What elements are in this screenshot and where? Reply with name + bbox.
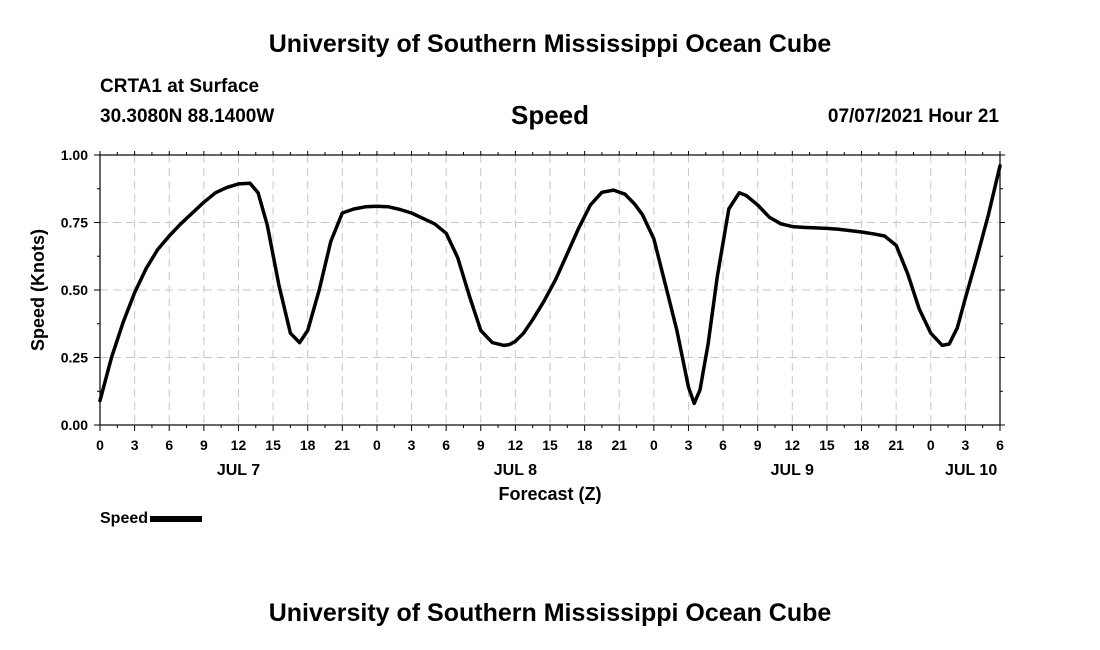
- x-tick-label: 21: [888, 437, 904, 453]
- date-label: JUL 8: [494, 462, 537, 479]
- footer-title: University of Southern Mississippi Ocean…: [268, 599, 832, 627]
- x-axis-title: Forecast (Z): [498, 484, 601, 504]
- issue-time: 07/07/2021 Hour 21: [827, 106, 999, 127]
- x-tick-label: 15: [542, 437, 558, 453]
- x-tick-label: 0: [96, 437, 104, 453]
- date-label: JUL 9: [771, 462, 814, 479]
- parameter-title: Speed: [510, 100, 590, 130]
- y-tick-label: 0.25: [61, 350, 88, 366]
- grid: [100, 155, 1000, 425]
- x-tick-label: 21: [335, 437, 351, 453]
- y-tick-label: 0.50: [61, 282, 88, 298]
- y-tick-label: 0.75: [61, 215, 88, 231]
- station-coordinates: 30.3080N 88.1400W: [100, 106, 275, 127]
- x-tick-label: 6: [719, 437, 727, 453]
- chart-title: University of Southern Mississippi Ocean…: [268, 30, 832, 58]
- x-tick-label: 6: [165, 437, 173, 453]
- date-label: JUL 10: [945, 462, 997, 479]
- x-tick-label: 21: [611, 437, 627, 453]
- x-tick-label: 9: [477, 437, 485, 453]
- tick-labels: 0 3 6 9 12 15 18 21 0 3 6 9 12 15 18 21 0 3 6 9 12 15 18 21 0 3 6 0…: [61, 147, 1004, 479]
- date-label: JUL 7: [217, 462, 260, 479]
- x-tick-label: 9: [200, 437, 208, 453]
- x-tick-label: 3: [131, 437, 139, 453]
- y-tick-label: 1.00: [61, 147, 88, 163]
- legend-label: Speed: [100, 510, 149, 527]
- x-tick-label: 3: [408, 437, 416, 453]
- plot-frame: [99, 154, 1001, 426]
- y-tick-label: 0.00: [61, 417, 88, 433]
- x-tick-label: 12: [785, 437, 801, 453]
- x-tick-label: 12: [508, 437, 524, 453]
- axes: [94, 151, 1005, 431]
- x-tick-label: 15: [265, 437, 281, 453]
- x-tick-label: 0: [927, 437, 935, 453]
- x-tick-label: 18: [854, 437, 870, 453]
- x-tick-label: 18: [300, 437, 316, 453]
- series-layer: [98, 164, 1002, 406]
- legend-line-swatch: [150, 515, 203, 522]
- station-name: CRTA1 at Surface: [100, 76, 260, 97]
- x-tick-label: 9: [754, 437, 762, 453]
- x-tick-label: 3: [961, 437, 969, 453]
- x-tick-label: 18: [577, 437, 593, 453]
- x-tick-label: 6: [442, 437, 450, 453]
- y-axis-title: Speed (Knots): [28, 229, 48, 351]
- speed-series-line: [98, 164, 1002, 406]
- x-tick-label: 12: [231, 437, 247, 453]
- x-tick-label: 6: [996, 437, 1004, 453]
- legend: Speed: [100, 510, 203, 528]
- x-tick-label: 0: [650, 437, 658, 453]
- x-tick-label: 3: [685, 437, 693, 453]
- x-tick-label: 0: [373, 437, 381, 453]
- x-tick-label: 15: [819, 437, 835, 453]
